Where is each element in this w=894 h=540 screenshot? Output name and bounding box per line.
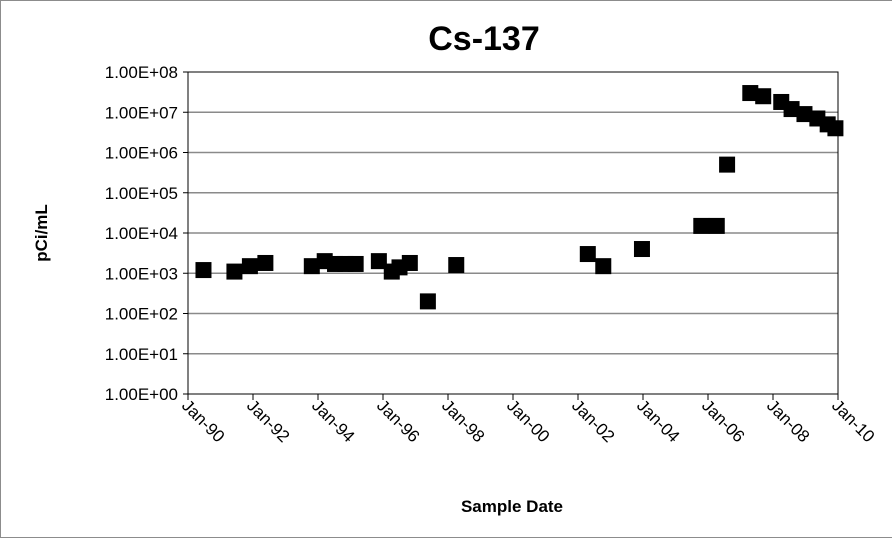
data-point — [796, 106, 813, 123]
y-tick-label: 1.00E+02 — [105, 305, 178, 324]
data-point — [370, 253, 387, 270]
data-point — [579, 246, 596, 263]
gridlines — [188, 111, 838, 355]
x-tick-label: Jan-06 — [698, 396, 748, 446]
data-point — [401, 254, 418, 271]
data-point — [347, 255, 364, 272]
x-axis-ticks: Jan-90 Jan-92 Jan-94 Jan-96 Jan-98 Jan-00 Jan-… — [178, 394, 878, 446]
x-tick-label: Jan-92 — [243, 396, 293, 446]
y-tick-label: 1.00E+01 — [105, 345, 178, 364]
chart-title: Cs-137 — [428, 20, 540, 58]
x-tick-label: Jan-90 — [178, 396, 228, 446]
data-point — [783, 101, 800, 118]
data-point — [633, 241, 650, 258]
data-points — [195, 85, 844, 310]
y-tick-label: 1.00E+00 — [105, 385, 178, 404]
y-tick-label: 1.00E+08 — [105, 63, 178, 82]
x-tick-label: Jan-04 — [633, 396, 683, 446]
data-point — [827, 120, 844, 137]
y-tick-label: 1.00E+06 — [105, 144, 178, 163]
x-tick-label: Jan-98 — [438, 396, 488, 446]
data-point — [257, 254, 274, 271]
x-tick-label: Jan-08 — [763, 396, 813, 446]
data-point — [226, 263, 243, 280]
data-point — [708, 217, 725, 234]
data-point — [195, 262, 212, 279]
x-tick-label: Jan-02 — [568, 396, 618, 446]
y-tick-label: 1.00E+04 — [105, 224, 178, 243]
data-point — [419, 293, 436, 310]
x-tick-label: Jan-10 — [828, 396, 878, 446]
y-tick-label: 1.00E+03 — [105, 264, 178, 283]
data-point — [595, 258, 612, 275]
data-point — [755, 88, 772, 105]
data-point — [693, 217, 710, 234]
data-point — [241, 258, 258, 275]
y-axis-label: pCi/mL — [32, 204, 51, 262]
x-tick-label: Jan-96 — [373, 396, 423, 446]
x-tick-label: Jan-94 — [308, 396, 358, 446]
data-point — [742, 85, 759, 102]
data-point — [448, 257, 465, 274]
x-tick-label: Jan-00 — [503, 396, 553, 446]
y-axis-ticks: 1.00E+00 1.00E+01 1.00E+02 1.00E+03 1.00E+04… — [105, 63, 188, 404]
y-tick-label: 1.00E+07 — [105, 103, 178, 122]
data-point — [719, 156, 736, 173]
x-axis-label: Sample Date — [461, 497, 563, 516]
data-point — [303, 258, 320, 275]
y-tick-label: 1.00E+05 — [105, 184, 178, 203]
